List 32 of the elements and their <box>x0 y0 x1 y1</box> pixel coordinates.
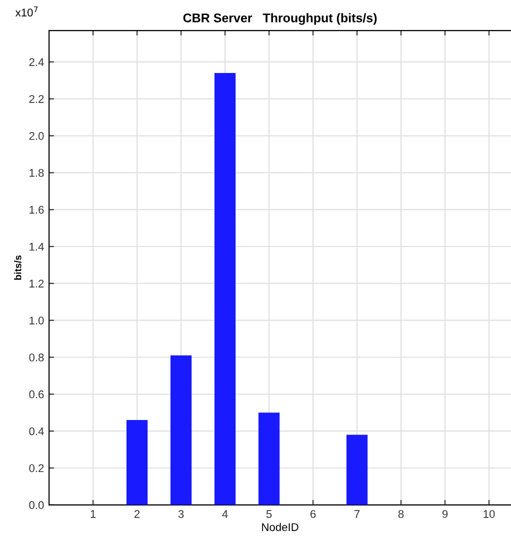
y-tick-label: 1.8 <box>30 168 44 177</box>
y-tick-label: 0.2 <box>29 464 44 472</box>
x-tick-label: 9 <box>442 510 448 518</box>
y-tick-label: 0.6 <box>29 390 44 398</box>
x-tick-label: 4 <box>222 510 228 518</box>
bar <box>126 420 148 505</box>
y-tick-label: 2.0 <box>29 132 44 140</box>
y-tick-label: 2.4 <box>29 58 44 66</box>
x-tick-label: 1 <box>90 510 96 518</box>
x-tick-label: 5 <box>266 510 272 518</box>
y-tick-label: 0.4 <box>29 427 44 436</box>
x-tick-label: 2 <box>134 510 140 518</box>
y-tick-label: 2.2 <box>29 95 44 103</box>
bar <box>170 355 192 505</box>
y-tick-label: 0.0 <box>29 501 44 510</box>
chart-title: CBR Server Throughput (bits/s) <box>183 13 377 25</box>
bar <box>214 73 236 505</box>
y-tick-label: 1.0 <box>30 316 44 324</box>
y-tick-label: 1.6 <box>30 206 44 214</box>
x-tick-label: 6 <box>310 510 316 518</box>
x-axis-title: NodeID <box>262 522 298 532</box>
bar <box>346 434 368 505</box>
y-tick-label: 0.8 <box>29 354 44 362</box>
y-axis-title: bits/s <box>14 255 22 280</box>
text: x10$^{7}$ <box>15 6 38 16</box>
y-tick-label: 1.2 <box>30 280 44 288</box>
x-tick-label: 10 <box>484 510 495 518</box>
y-tick-label: 1.4 <box>30 242 44 251</box>
x-tick-label: 3 <box>178 510 184 518</box>
x-tick-label: 8 <box>398 510 404 518</box>
x-tick-label: 7 <box>354 510 360 518</box>
bar <box>258 412 280 505</box>
